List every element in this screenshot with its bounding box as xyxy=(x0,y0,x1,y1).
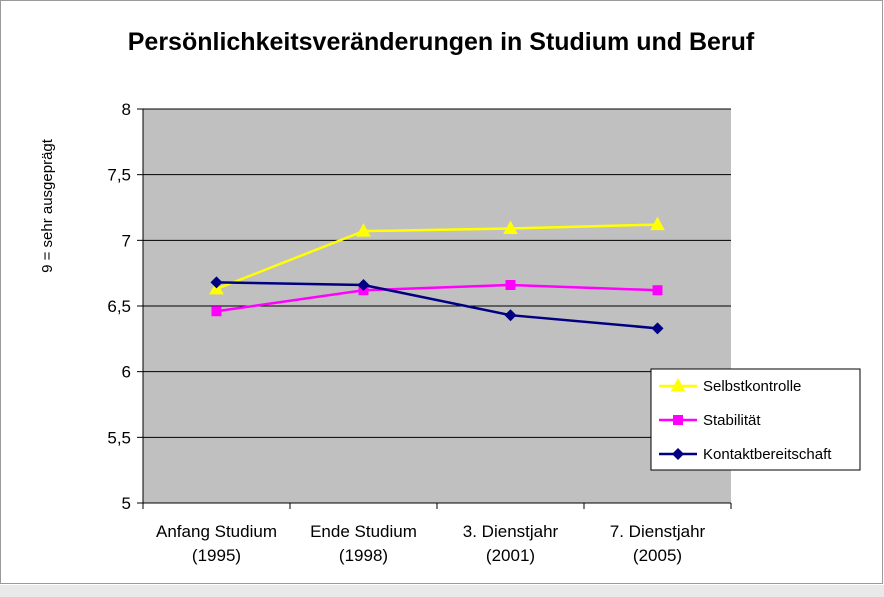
x-tick-label-line: (2005) xyxy=(633,546,682,565)
legend-marker xyxy=(672,448,684,460)
y-tick-label: 7,5 xyxy=(107,166,131,185)
y-tick-label: 5,5 xyxy=(107,428,131,447)
y-tick-label: 7 xyxy=(122,231,131,250)
legend-label: Kontaktbereitschaft xyxy=(703,446,832,463)
data-point xyxy=(356,223,371,237)
series-line xyxy=(216,281,658,330)
x-tick-label-line: (1998) xyxy=(339,546,388,565)
y-tick-label: 6,5 xyxy=(107,297,131,316)
data-point xyxy=(211,306,222,317)
series-kontaktbereitschaft xyxy=(210,276,664,335)
y-tick-label: 8 xyxy=(122,100,131,119)
x-tick-labels: Anfang Studium (1995) Ende Studium (1998) 3.… xyxy=(156,522,706,565)
legend-label: Stabilität xyxy=(703,412,761,429)
x-tick-label: Anfang Studium (1995) xyxy=(156,522,277,565)
y-axis-label: 9 = sehr ausgeprägt xyxy=(39,138,56,273)
data-point xyxy=(504,309,517,322)
x-tick-label-line: Ende Studium xyxy=(310,522,417,541)
x-tick-label-line: 7. Dienstjahr xyxy=(610,522,706,541)
y-tick-label: 5 xyxy=(122,494,131,513)
series-line xyxy=(216,283,658,313)
x-tick-label-line: Anfang Studium xyxy=(156,522,277,541)
x-tick-label-line: (2001) xyxy=(486,546,535,565)
x-tick-label-line: 3. Dienstjahr xyxy=(463,522,559,541)
y-tick-labels: 5 5,5 6 6,5 7 7,5 8 xyxy=(107,100,131,513)
data-point xyxy=(650,216,665,231)
legend-item: Kontaktbereitschaft xyxy=(659,446,832,463)
series-group xyxy=(209,216,665,335)
gridlines xyxy=(143,108,731,438)
data-point xyxy=(651,322,664,335)
legend-marker xyxy=(673,415,683,425)
data-point xyxy=(652,285,663,296)
axes xyxy=(137,108,732,509)
series-line xyxy=(216,223,658,291)
chart-title: Persönlichkeitsveränderungen in Studium … xyxy=(128,28,755,56)
legend-item: Selbstkontrolle xyxy=(659,377,801,395)
x-tick-label: 7. Dienstjahr (2005) xyxy=(610,522,706,565)
x-tick-label: Ende Studium (1998) xyxy=(310,522,417,565)
legend: Selbstkontrolle Stabilität Kontaktbereitsc… xyxy=(650,368,861,471)
data-point xyxy=(505,279,516,290)
legend-label: Selbstkontrolle xyxy=(703,378,801,395)
data-point xyxy=(503,220,518,235)
x-tick-label-line: (1995) xyxy=(192,546,241,565)
legend-item: Stabilität xyxy=(659,412,761,429)
x-tick-label: 3. Dienstjahr (2001) xyxy=(463,522,559,565)
data-point xyxy=(210,276,223,289)
legend-marker xyxy=(670,377,686,392)
data-point xyxy=(357,278,370,291)
y-tick-label: 6 xyxy=(122,363,131,382)
bottom-strip xyxy=(0,585,884,597)
